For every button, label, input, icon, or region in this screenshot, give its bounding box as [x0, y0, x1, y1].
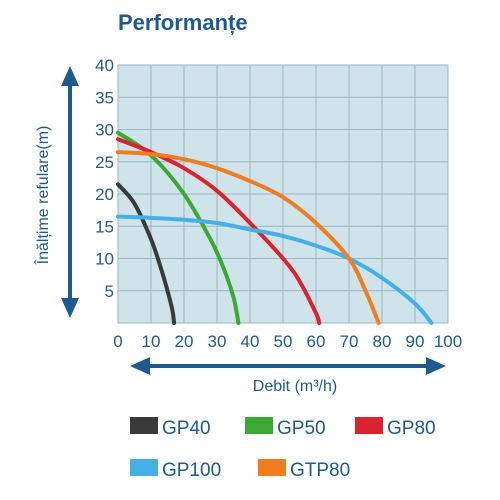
y-tick-label: 10	[95, 250, 114, 269]
legend-swatch-gp100	[130, 459, 158, 476]
series-line-gp100	[116, 214, 434, 325]
y-tick-label: 35	[95, 88, 114, 107]
x-tick-label: 80	[373, 332, 392, 351]
legend: GP40 GP50 GP80 GP100 GTP80	[130, 417, 436, 481]
x-axis-arrow	[130, 357, 446, 375]
series-lines	[116, 130, 434, 325]
legend-label-gp50: GP50	[277, 418, 326, 439]
y-axis-label: Înălțime refulare(m)	[33, 126, 52, 266]
y-tick-label: 20	[95, 185, 114, 204]
x-tick-label: 30	[208, 332, 227, 351]
y-tick-labels: 5 10 15 20 25 30 35 40	[95, 56, 114, 301]
x-tick-labels: 0 10 20 30 40 50 60 70 80 90 100	[113, 332, 462, 351]
x-tick-label: 40	[241, 332, 260, 351]
series-line-gp40	[116, 182, 177, 325]
series-line-gp50	[116, 130, 241, 325]
legend-label-gp100: GP100	[162, 460, 221, 481]
y-tick-label: 30	[95, 121, 114, 140]
y-tick-label: 25	[95, 153, 114, 172]
legend-swatch-gp80	[355, 417, 383, 434]
x-tick-label: 50	[274, 332, 293, 351]
legend-label-gp40: GP40	[162, 418, 211, 439]
legend-swatch-gp40	[130, 417, 158, 434]
grid-lines	[117, 64, 449, 323]
x-tick-label: 100	[434, 332, 462, 351]
y-tick-label: 15	[95, 217, 114, 236]
y-tick-label: 5	[105, 282, 114, 301]
chart-title: Performanțe	[118, 10, 248, 35]
legend-swatch-gtp80	[258, 459, 286, 476]
legend-label-gtp80: GTP80	[290, 460, 350, 481]
x-tick-label: 70	[340, 332, 359, 351]
x-tick-label: 10	[142, 332, 161, 351]
y-axis-arrow	[61, 66, 79, 318]
series-line-gtp80	[116, 150, 381, 325]
x-tick-label: 20	[175, 332, 194, 351]
x-axis-label: Debit (m³/h)	[253, 378, 337, 395]
x-tick-label: 0	[113, 332, 122, 351]
legend-label-gp80: GP80	[387, 418, 436, 439]
y-tick-label: 40	[95, 56, 114, 75]
x-tick-label: 60	[307, 332, 326, 351]
x-tick-label: 90	[406, 332, 425, 351]
legend-swatch-gp50	[245, 417, 273, 434]
